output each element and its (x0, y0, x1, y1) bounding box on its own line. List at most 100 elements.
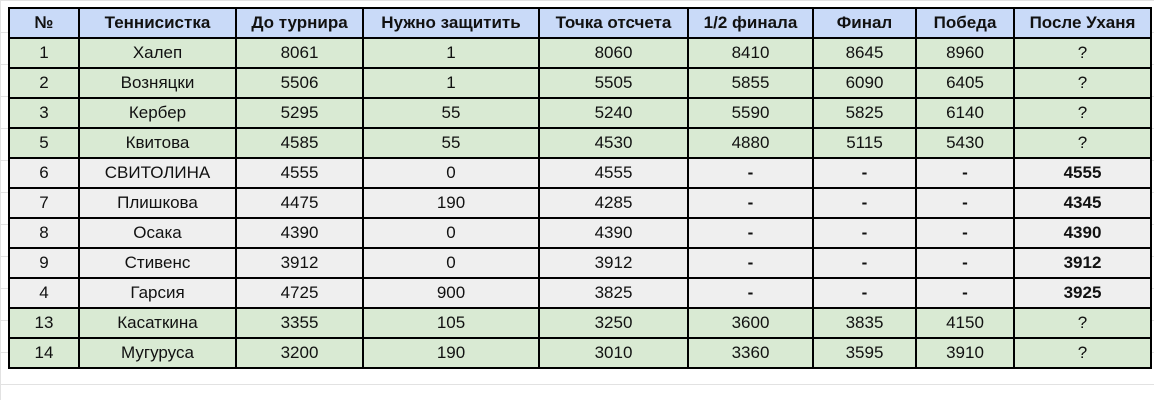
header-semifinal[interactable]: 1/2 финала (687, 7, 814, 39)
cell-win[interactable]: 6140 (915, 97, 1015, 129)
cell-final[interactable]: - (812, 187, 917, 219)
cell-semifinal[interactable]: - (687, 217, 814, 249)
header-final[interactable]: Финал (812, 7, 917, 39)
cell-points-to-defend[interactable]: 190 (362, 337, 540, 369)
cell-rank[interactable]: 14 (8, 337, 80, 369)
header-points-to-defend[interactable]: Нужно защитить (362, 7, 540, 39)
cell-rank[interactable]: 8 (8, 217, 80, 249)
cell-final[interactable]: 3595 (812, 337, 917, 369)
cell-after-wuhan[interactable]: ? (1013, 127, 1152, 159)
cell-after-wuhan[interactable]: ? (1013, 307, 1152, 339)
cell-baseline[interactable]: 5240 (538, 97, 689, 129)
cell-win[interactable]: 3910 (915, 337, 1015, 369)
cell-rank[interactable]: 6 (8, 157, 80, 189)
cell-baseline[interactable]: 8060 (538, 37, 689, 69)
cell-points-to-defend[interactable]: 900 (362, 277, 540, 309)
cell-after-wuhan[interactable]: ? (1013, 97, 1152, 129)
cell-rank[interactable]: 7 (8, 187, 80, 219)
cell-win[interactable]: - (915, 247, 1015, 279)
cell-after-wuhan[interactable]: ? (1013, 337, 1152, 369)
cell-before-tournament[interactable]: 3912 (235, 247, 364, 279)
cell-rank[interactable]: 4 (8, 277, 80, 309)
cell-points-to-defend[interactable]: 0 (362, 217, 540, 249)
cell-semifinal[interactable]: 5590 (687, 97, 814, 129)
cell-win[interactable]: 8960 (915, 37, 1015, 69)
cell-player[interactable]: Плишкова (78, 187, 237, 219)
cell-points-to-defend[interactable]: 190 (362, 187, 540, 219)
header-before-tournament[interactable]: До турнира (235, 7, 364, 39)
cell-win[interactable]: 5430 (915, 127, 1015, 159)
cell-points-to-defend[interactable]: 1 (362, 67, 540, 99)
cell-player[interactable]: Касаткина (78, 307, 237, 339)
cell-baseline[interactable]: 3250 (538, 307, 689, 339)
cell-baseline[interactable]: 4555 (538, 157, 689, 189)
cell-baseline[interactable]: 5505 (538, 67, 689, 99)
header-player[interactable]: Теннисистка (78, 7, 237, 39)
cell-final[interactable]: - (812, 217, 917, 249)
cell-final[interactable]: 8645 (812, 37, 917, 69)
cell-semifinal[interactable]: 5855 (687, 67, 814, 99)
cell-baseline[interactable]: 3010 (538, 337, 689, 369)
cell-after-wuhan[interactable]: 4345 (1013, 187, 1152, 219)
cell-win[interactable]: - (915, 157, 1015, 189)
cell-before-tournament[interactable]: 4555 (235, 157, 364, 189)
cell-win[interactable]: 6405 (915, 67, 1015, 99)
cell-baseline[interactable]: 3825 (538, 277, 689, 309)
cell-final[interactable]: 5825 (812, 97, 917, 129)
cell-points-to-defend[interactable]: 55 (362, 127, 540, 159)
cell-final[interactable]: - (812, 157, 917, 189)
cell-after-wuhan[interactable]: 4555 (1013, 157, 1152, 189)
cell-before-tournament[interactable]: 5506 (235, 67, 364, 99)
header-after-wuhan[interactable]: После Уханя (1013, 7, 1152, 39)
cell-before-tournament[interactable]: 4390 (235, 217, 364, 249)
cell-after-wuhan[interactable]: ? (1013, 37, 1152, 69)
cell-points-to-defend[interactable]: 0 (362, 247, 540, 279)
cell-player[interactable]: Осака (78, 217, 237, 249)
cell-after-wuhan[interactable]: 4390 (1013, 217, 1152, 249)
cell-final[interactable]: 6090 (812, 67, 917, 99)
cell-player[interactable]: Кербер (78, 97, 237, 129)
cell-final[interactable]: 5115 (812, 127, 917, 159)
cell-baseline[interactable]: 3912 (538, 247, 689, 279)
cell-baseline[interactable]: 4285 (538, 187, 689, 219)
cell-after-wuhan[interactable]: ? (1013, 67, 1152, 99)
cell-player[interactable]: Мугуруса (78, 337, 237, 369)
cell-baseline[interactable]: 4530 (538, 127, 689, 159)
cell-win[interactable]: - (915, 277, 1015, 309)
cell-player[interactable]: Квитова (78, 127, 237, 159)
header-baseline[interactable]: Точка отсчета (538, 7, 689, 39)
cell-semifinal[interactable]: - (687, 277, 814, 309)
cell-final[interactable]: 3835 (812, 307, 917, 339)
cell-points-to-defend[interactable]: 55 (362, 97, 540, 129)
cell-rank[interactable]: 3 (8, 97, 80, 129)
cell-before-tournament[interactable]: 3355 (235, 307, 364, 339)
cell-rank[interactable]: 5 (8, 127, 80, 159)
header-win[interactable]: Победа (915, 7, 1015, 39)
cell-before-tournament[interactable]: 4585 (235, 127, 364, 159)
cell-before-tournament[interactable]: 8061 (235, 37, 364, 69)
cell-before-tournament[interactable]: 5295 (235, 97, 364, 129)
cell-semifinal[interactable]: 3360 (687, 337, 814, 369)
cell-win[interactable]: - (915, 217, 1015, 249)
cell-final[interactable]: - (812, 247, 917, 279)
cell-semifinal[interactable]: - (687, 187, 814, 219)
cell-semifinal[interactable]: - (687, 247, 814, 279)
cell-points-to-defend[interactable]: 105 (362, 307, 540, 339)
cell-semifinal[interactable]: 3600 (687, 307, 814, 339)
cell-rank[interactable]: 1 (8, 37, 80, 69)
cell-baseline[interactable]: 4390 (538, 217, 689, 249)
cell-win[interactable]: 4150 (915, 307, 1015, 339)
cell-points-to-defend[interactable]: 0 (362, 157, 540, 189)
cell-after-wuhan[interactable]: 3925 (1013, 277, 1152, 309)
cell-semifinal[interactable]: 8410 (687, 37, 814, 69)
cell-player[interactable]: Халеп (78, 37, 237, 69)
cell-after-wuhan[interactable]: 3912 (1013, 247, 1152, 279)
cell-win[interactable]: - (915, 187, 1015, 219)
cell-player[interactable]: СВИТОЛИНА (78, 157, 237, 189)
cell-before-tournament[interactable]: 4725 (235, 277, 364, 309)
cell-points-to-defend[interactable]: 1 (362, 37, 540, 69)
cell-player[interactable]: Стивенс (78, 247, 237, 279)
cell-before-tournament[interactable]: 4475 (235, 187, 364, 219)
cell-player[interactable]: Возняцки (78, 67, 237, 99)
cell-rank[interactable]: 2 (8, 67, 80, 99)
